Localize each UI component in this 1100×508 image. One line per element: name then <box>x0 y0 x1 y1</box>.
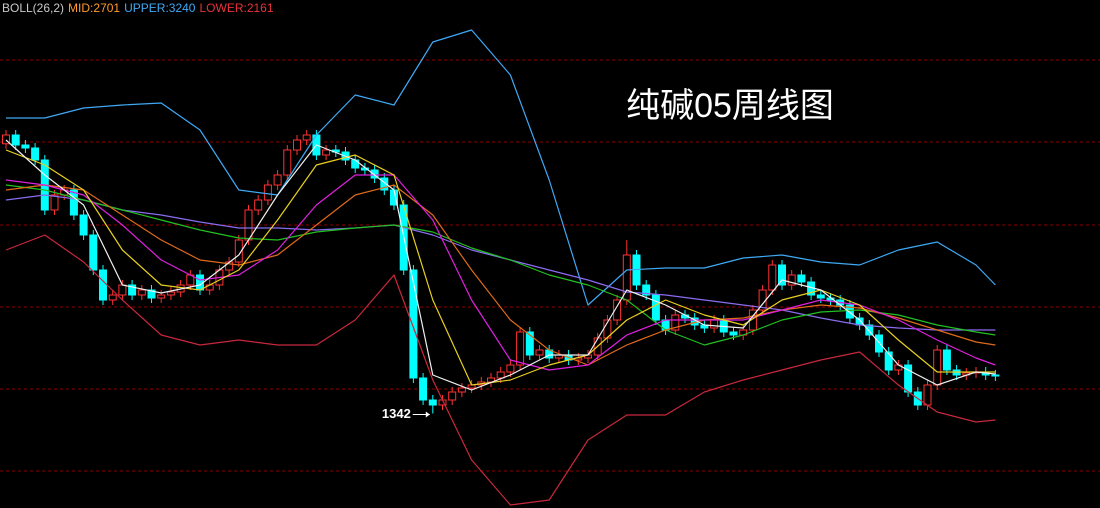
candle-body <box>729 331 738 336</box>
candle-body <box>293 139 301 151</box>
readout-value: 2701 <box>93 1 121 15</box>
candle-body <box>157 294 166 299</box>
candle-body <box>875 334 883 353</box>
indicator-line <box>5 184 996 366</box>
candle-body <box>923 384 932 406</box>
readout-label: MID: <box>68 1 94 15</box>
candle-body <box>21 144 30 149</box>
candle-body <box>302 134 311 141</box>
candle-body <box>419 377 428 401</box>
indicator-readout: MID:2701 <box>68 1 120 15</box>
indicator-line <box>5 174 996 371</box>
candle-body <box>884 351 893 371</box>
candle-body <box>254 199 263 211</box>
candle-body <box>409 269 418 379</box>
candle-body <box>506 364 515 373</box>
readout-value: 2161 <box>246 1 274 15</box>
candle-body <box>671 314 680 331</box>
candle-body <box>457 387 466 393</box>
low-label: 1342 <box>382 406 411 421</box>
candle-body <box>428 399 437 406</box>
candle-body <box>448 391 457 401</box>
candle-body <box>234 239 243 263</box>
candle-body <box>2 134 10 145</box>
candle-body <box>322 149 331 156</box>
candle-body <box>370 169 379 179</box>
candle-body <box>710 319 719 329</box>
candle-body <box>31 147 40 161</box>
indicator-readout: UPPER:3240 <box>124 1 195 15</box>
candle-body <box>263 184 272 201</box>
candle-body <box>535 349 544 356</box>
candle-body <box>991 374 1000 377</box>
annotations: 1342 <box>382 406 430 421</box>
candle-body <box>778 264 786 286</box>
candle-body <box>845 304 854 319</box>
chart-title: 纯碱05周线图 <box>626 87 834 125</box>
candle-body <box>642 284 651 296</box>
candle-body <box>797 274 806 283</box>
candle-body <box>108 294 117 301</box>
candle-body <box>69 189 78 216</box>
candle-body <box>525 331 534 356</box>
candle-body <box>942 349 951 371</box>
indicator-line <box>6 29 996 306</box>
candle-body <box>768 264 777 291</box>
indicator-lines <box>5 29 996 506</box>
candle-body <box>99 269 107 301</box>
indicator-line <box>5 234 996 506</box>
candle-body <box>865 324 874 336</box>
candle-body <box>787 274 796 286</box>
candle-body <box>613 299 622 321</box>
readout-label: UPPER: <box>124 1 169 15</box>
indicator-readout: LOWER:2161 <box>199 1 273 15</box>
candle-body <box>380 177 389 191</box>
candle-body <box>933 349 942 386</box>
readout-value: 3240 <box>168 1 196 15</box>
candle-body <box>166 291 175 296</box>
indicator-line <box>5 139 996 391</box>
candle-body <box>147 289 156 299</box>
candle-body <box>50 194 59 211</box>
candles <box>2 130 1000 414</box>
indicator-header: BOLL(26,2) MID:2701 UPPER:3240 LOWER:2161 <box>2 1 274 15</box>
candle-body <box>651 294 660 321</box>
candle-body <box>11 134 20 146</box>
candle-body <box>496 371 505 379</box>
indicator-line <box>5 149 996 386</box>
candle-body <box>89 234 98 271</box>
indicator-name: BOLL(26,2) <box>2 1 65 15</box>
candle-body <box>118 284 127 296</box>
candle-body <box>137 289 146 296</box>
indicator-line <box>5 184 996 346</box>
candle-body <box>128 284 137 296</box>
candle-body <box>516 331 525 366</box>
readout-label: LOWER: <box>199 1 247 15</box>
candle-body <box>273 174 282 186</box>
low-arrow-head <box>425 411 430 418</box>
candle-body <box>816 294 825 299</box>
candle-body <box>79 214 88 236</box>
candle-body <box>283 149 292 176</box>
